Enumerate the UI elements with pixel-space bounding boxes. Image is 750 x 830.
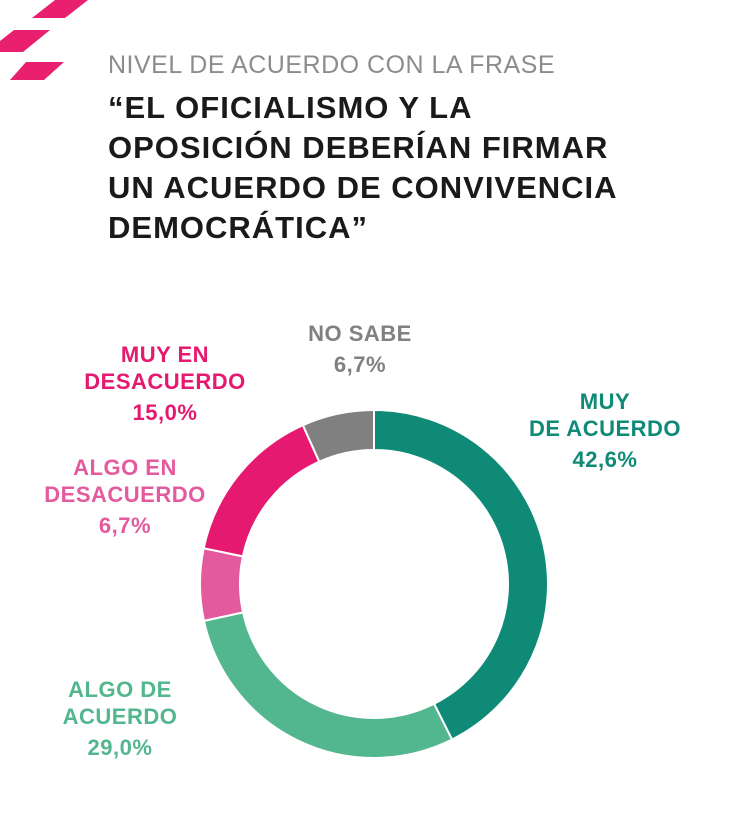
label-muy-en-desacuerdo-value: 15,0% bbox=[132, 400, 198, 425]
label-muy-en-desacuerdo-line-2: DESACUERDO bbox=[84, 369, 246, 394]
label-no-sabe-line-1: NO SABE bbox=[308, 321, 412, 346]
donut-slice-algo-en-desacuerdo bbox=[199, 546, 245, 623]
label-muy-de-acuerdo-line-1: MUY bbox=[579, 389, 631, 414]
label-algo-en-desacuerdo: ALGO EN DESACUERDO 6,7% bbox=[25, 454, 225, 539]
label-algo-de-acuerdo: ALGO DE ACUERDO 29,0% bbox=[30, 676, 210, 761]
label-no-sabe: NO SABE 6,7% bbox=[285, 320, 435, 378]
chart-title-line-3: UN ACUERDO DE CONVIVENCIA bbox=[108, 170, 618, 205]
label-muy-de-acuerdo: MUY DE ACUERDO 42,6% bbox=[515, 388, 695, 473]
stripe-2 bbox=[0, 30, 50, 52]
chart-title: “EL OFICIALISMO Y LA OPOSICIÓN DEBERÍAN … bbox=[108, 88, 728, 248]
label-algo-de-acuerdo-line-1: ALGO DE bbox=[68, 677, 172, 702]
label-muy-de-acuerdo-line-2: DE ACUERDO bbox=[528, 416, 682, 441]
donut-slice-muy-de-acuerdo bbox=[373, 408, 549, 741]
chart-title-line-4: DEMOCRÁTICA” bbox=[108, 210, 368, 245]
chart-subtitle: NIVEL DE ACUERDO CON LA FRASE bbox=[108, 51, 556, 79]
chart-header: NIVEL DE ACUERDO CON LA FRASE “EL OFICIA… bbox=[108, 50, 728, 248]
decorative-stripes bbox=[0, 0, 88, 80]
label-algo-de-acuerdo-value: 29,0% bbox=[87, 735, 153, 760]
label-algo-en-desacuerdo-line-2: DESACUERDO bbox=[44, 482, 206, 507]
label-muy-de-acuerdo-value: 42,6% bbox=[572, 447, 638, 472]
chart-title-line-2: OPOSICIÓN DEBERÍAN FIRMAR bbox=[108, 130, 609, 165]
donut-slice-algo-de-acuerdo bbox=[202, 611, 454, 759]
label-algo-en-desacuerdo-value: 6,7% bbox=[98, 513, 152, 538]
label-muy-en-desacuerdo-line-1: MUY EN bbox=[120, 342, 210, 367]
label-muy-en-desacuerdo: MUY EN DESACUERDO 15,0% bbox=[65, 341, 265, 426]
donut-slice-no-sabe bbox=[301, 408, 375, 464]
label-algo-de-acuerdo-line-2: ACUERDO bbox=[62, 704, 178, 729]
label-no-sabe-value: 6,7% bbox=[333, 352, 387, 377]
stripe-3 bbox=[10, 62, 64, 80]
chart-title-line-1: “EL OFICIALISMO Y LA bbox=[108, 90, 473, 125]
stripe-1 bbox=[32, 0, 88, 18]
label-algo-en-desacuerdo-line-1: ALGO EN bbox=[73, 455, 177, 480]
